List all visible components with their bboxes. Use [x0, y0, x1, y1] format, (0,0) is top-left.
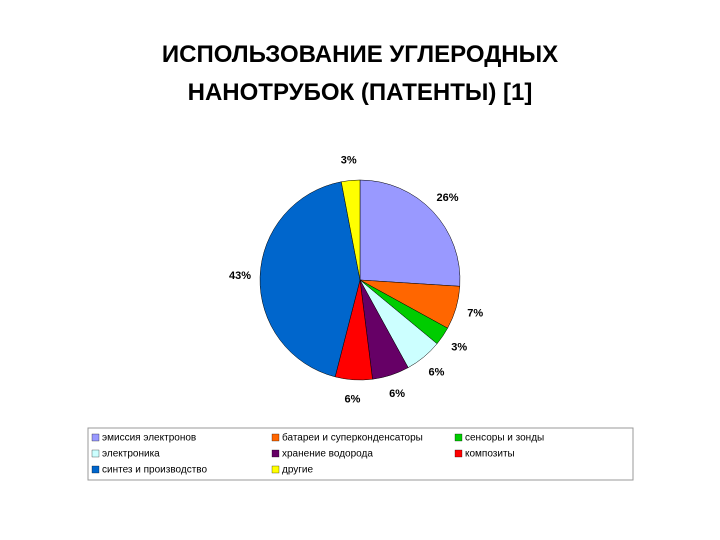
legend-swatch — [91, 465, 100, 474]
data-label: 3% — [341, 154, 357, 166]
pie-slice — [340, 179, 361, 281]
legend-swatch — [271, 465, 280, 474]
pie-slice — [259, 181, 361, 378]
legend-label: батареи и суперконденсаторы — [282, 432, 423, 444]
data-label: 6% — [429, 366, 445, 378]
legend-label: синтез и производство — [102, 465, 208, 476]
data-label: 6% — [345, 394, 361, 406]
data-label: 7% — [467, 307, 483, 319]
data-label: 43% — [229, 270, 251, 282]
legend-swatch — [454, 433, 463, 442]
legend-label: эмиссия электронов — [102, 433, 196, 444]
legend-label: сенсоры и зонды — [465, 433, 544, 444]
legend-swatch — [271, 449, 280, 458]
legend-swatch — [271, 433, 280, 442]
legend-swatch — [91, 433, 100, 442]
pie-slice — [359, 179, 461, 287]
legend-label: электроника — [102, 449, 160, 460]
data-label: 6% — [389, 388, 405, 400]
data-label: 3% — [451, 341, 467, 353]
chart-title: ИСПОЛЬЗОВАНИЕ УГЛЕРОДНЫХ НАНОТРУБОК (ПАТ… — [161, 41, 559, 106]
legend-label: хранение водорода — [282, 449, 373, 460]
legend-swatch — [91, 449, 100, 458]
legend-label: другие — [282, 465, 314, 476]
legend-swatch — [454, 449, 463, 458]
legend-label: композиты — [465, 449, 515, 460]
legend-box — [87, 427, 634, 481]
data-label: 26% — [436, 192, 458, 204]
